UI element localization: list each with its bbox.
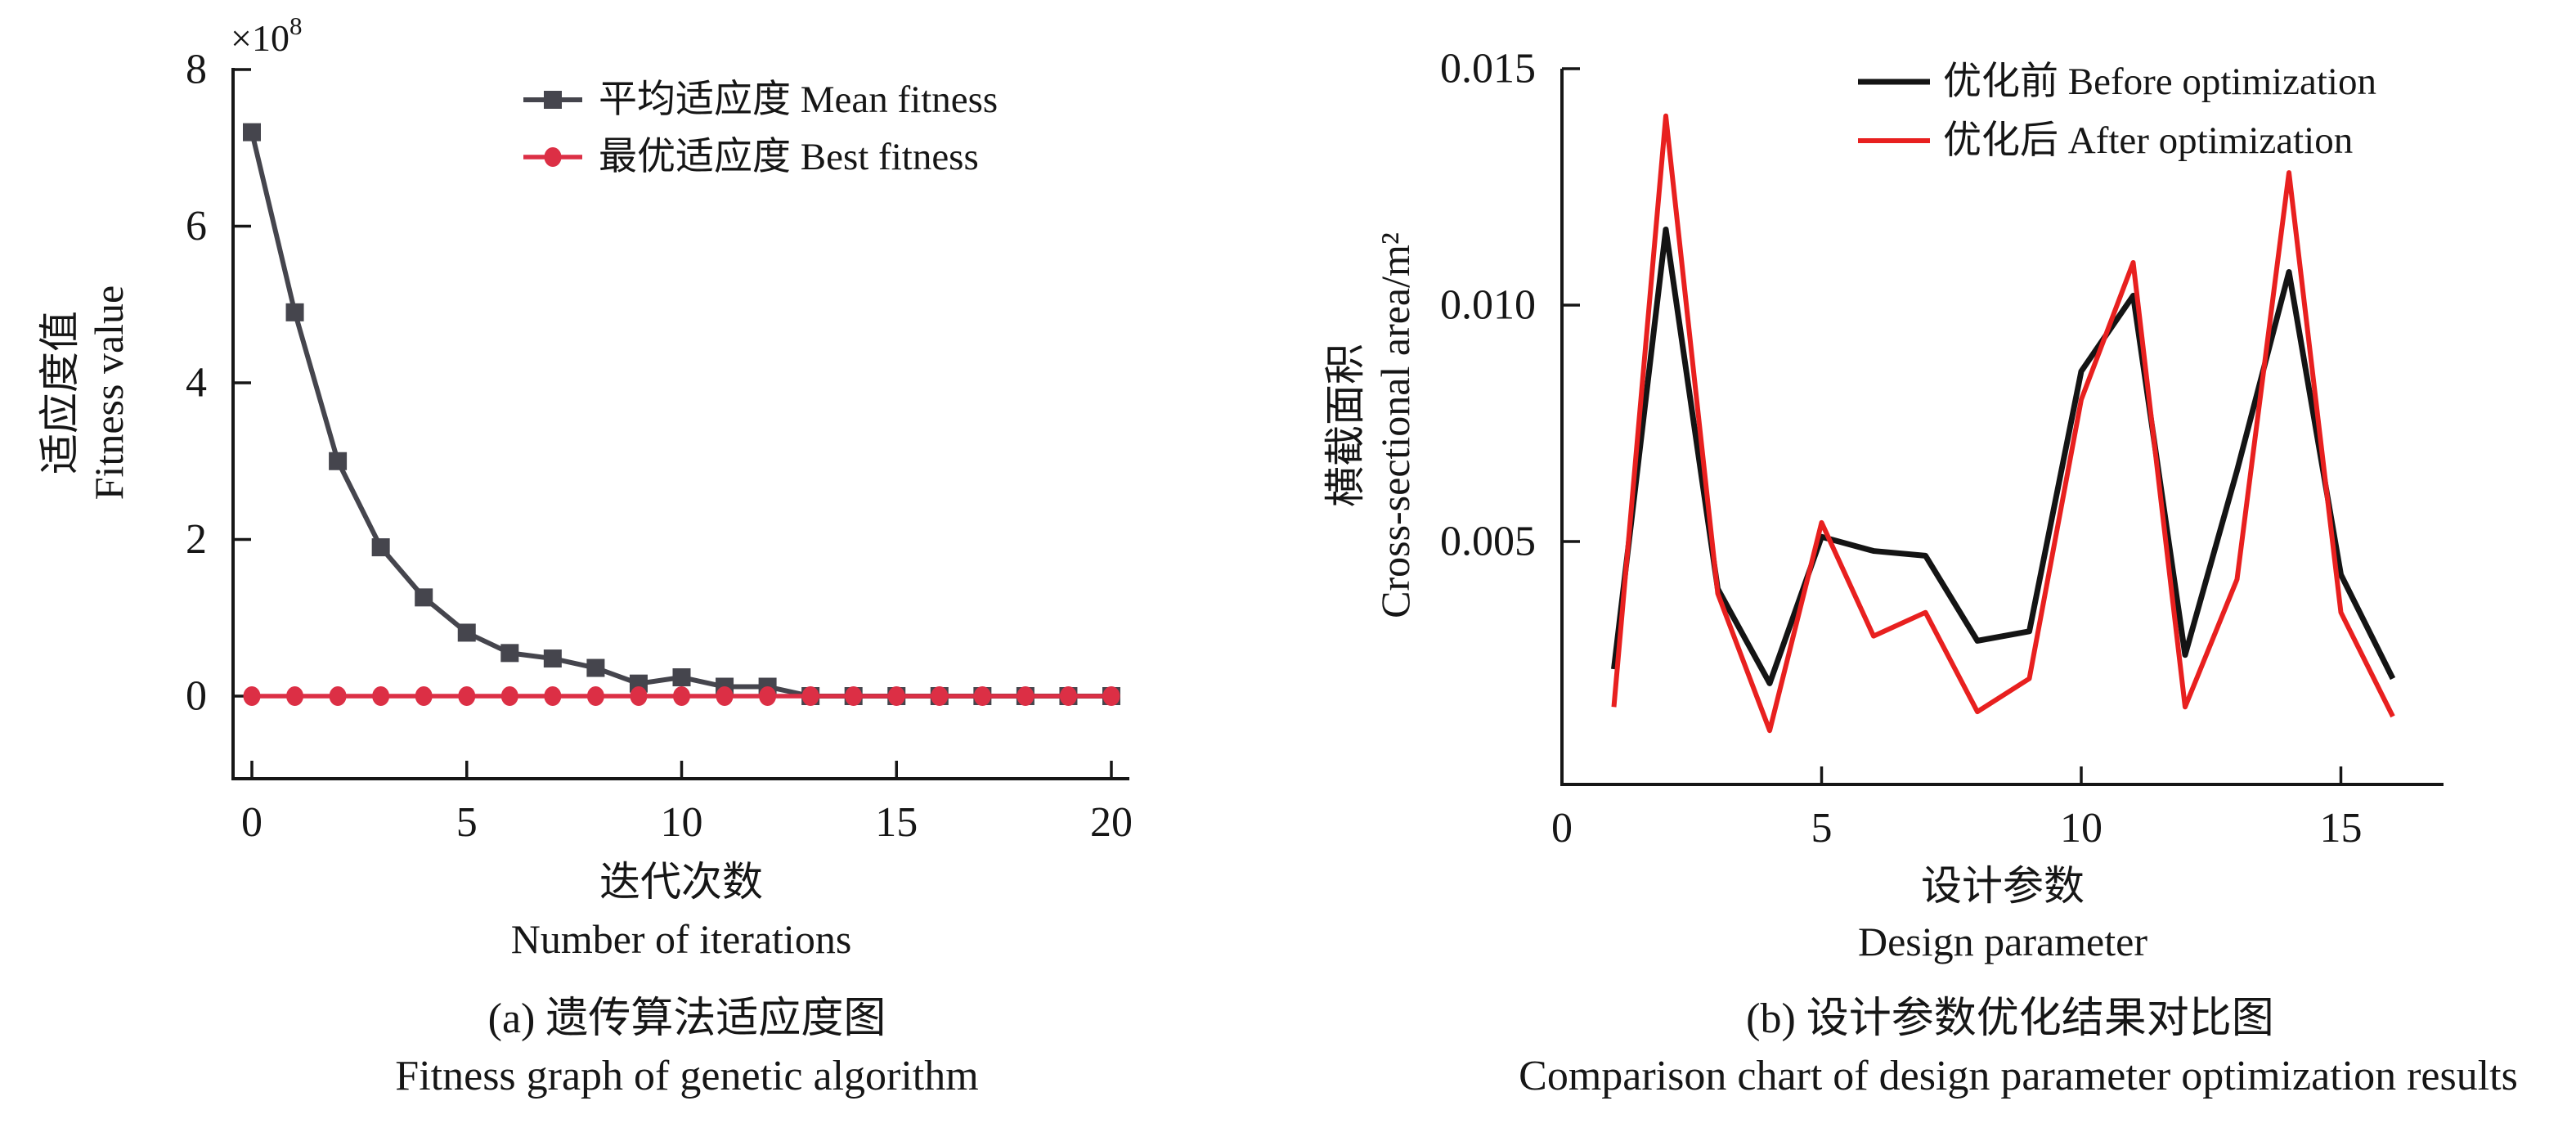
y-tick-label: 0.010 [1440,282,1536,329]
circle-marker [887,686,905,706]
square-marker [543,649,562,668]
circle-marker [801,686,819,706]
design-caption-en: Comparison chart of design parameter opt… [1519,1053,2518,1099]
fitness-caption-en: Fitness graph of genetic algorithm [395,1053,978,1099]
y-tick-label: 4 [186,360,207,407]
mean-fitness-legend-marker [544,91,562,109]
fitness-x-title-en: Number of iterations [511,916,852,962]
circle-marker [673,686,690,706]
fitness-y-title-en: Fitness value [86,285,132,500]
circle-marker [415,686,433,706]
x-tick-label: 5 [456,799,478,846]
x-tick-label: 15 [2320,805,2363,852]
square-marker [672,668,691,687]
fitness-legend: 平均适应度 Mean fitness 最优适应度 Best fitness [523,79,998,178]
fitness-chart: 0 5 10 15 20 0 2 4 6 8 ×108 平均适应度 Mean fitness 最优… [37,11,1133,1099]
square-marker [500,644,519,663]
circle-marker [1102,686,1120,706]
fitness-x-title-cn: 迭代次数 [599,859,763,905]
axes [231,68,1129,780]
mean-fitness-legend-label: 平均适应度 Mean fitness [599,79,998,121]
circle-marker [630,686,648,706]
y-tick-label: 6 [186,203,207,249]
y-tick-label: 0.015 [1440,46,1536,92]
square-marker [371,538,390,557]
circle-marker [1016,686,1034,706]
circle-marker [716,686,734,706]
fitness-y-scale-note: ×108 [231,11,302,59]
design-x-title-en: Design parameter [1858,919,2147,964]
y-tick-label: 8 [186,47,207,93]
circle-marker [931,686,949,706]
circle-marker [845,686,863,706]
circle-marker [544,686,562,706]
square-marker [415,588,433,607]
square-marker [243,123,261,142]
design-y-title-en: Cross-sectional area/m² [1372,232,1418,618]
design-x-title-cn: 设计参数 [1921,863,2085,909]
x-tick-label: 15 [875,799,918,846]
series-line [1611,227,2396,686]
x-tick-label: 0 [241,799,263,846]
circle-marker [1059,686,1077,706]
x-tick-label: 20 [1090,799,1133,846]
x-tick-label: 5 [1811,805,1833,852]
design-caption-cn: (b) 设计参数优化结果对比图 [1746,995,2274,1042]
circle-marker [372,686,390,706]
circle-marker [586,686,604,706]
circle-marker [329,686,347,706]
circle-marker [286,686,304,706]
y-tick-label: 0 [186,673,207,720]
series-line [249,131,1111,699]
y-tick-label: 0.005 [1440,519,1536,565]
series-line [1611,113,2395,734]
design-parameter-plot-area: 0 5 10 15 0.005 0.010 0.015 [1440,46,2444,852]
square-marker [457,623,476,642]
fitness-y-title-cn: 适应度值 [37,311,83,474]
circle-marker [973,686,991,706]
design-y-title-cn: 横截面积 [1322,344,1368,507]
circle-marker [458,686,476,706]
best-fitness-legend-marker [544,147,562,167]
before-optimization-legend-label: 优化前 Before optimization [1943,61,2376,103]
design-parameter-legend: 优化前 Before optimization 优化后 After optimi… [1858,61,2376,162]
design-parameter-chart: 0 5 10 15 0.005 0.010 0.015 优化前 Before optimiz… [1322,46,2518,1100]
fitness-caption-cn: (a) 遗传算法适应度图 [488,995,886,1042]
x-tick-label: 0 [1551,805,1573,852]
y-tick-label: 2 [186,516,207,563]
circle-marker [759,686,777,706]
circle-marker [500,686,518,706]
square-marker [586,658,605,677]
fitness-plot-area: 0 5 10 15 20 0 2 4 6 8 [186,47,1133,847]
x-tick-label: 10 [661,799,703,846]
after-optimization-legend-label: 优化后 After optimization [1943,119,2353,162]
best-fitness-legend-label: 最优适应度 Best fitness [599,136,979,178]
square-marker [329,452,348,470]
x-tick-label: 10 [2060,805,2103,852]
circle-marker [243,686,261,706]
square-marker [285,303,304,321]
